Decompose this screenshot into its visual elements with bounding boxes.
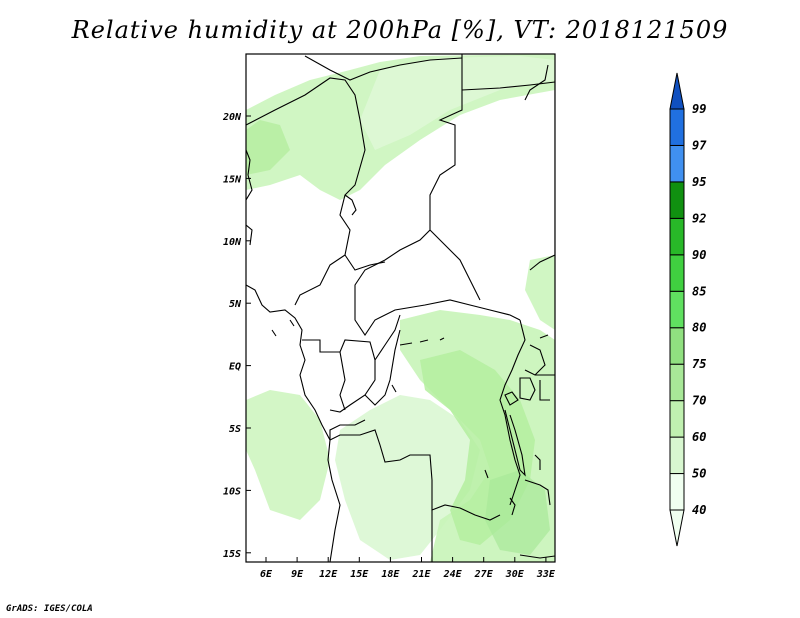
lon-tick-label: 27E [474, 569, 494, 580]
latitude-axis: 20N 15N 10N 5N EQ 5S 10S 15S [222, 112, 251, 560]
lat-tick-label: 15N [223, 174, 242, 185]
colorbar-level-label: 90 [692, 248, 706, 262]
country-borders [246, 54, 555, 562]
map-frame [245, 53, 556, 563]
colorbar-bin [669, 363, 685, 402]
lat-tick-label: 5S [229, 424, 241, 435]
footer-credit: GrADS: IGES/COLA [6, 604, 93, 614]
colorbar-bin [669, 327, 685, 365]
colorbar-bin [669, 473, 685, 511]
lon-tick-label: 9E [291, 569, 304, 580]
colorbar-level-label: 85 [692, 284, 706, 298]
colorbar-level-label: 70 [692, 394, 706, 408]
lat-tick-label: 20N [222, 112, 242, 123]
colorbar-level-label: 60 [692, 430, 706, 444]
lon-tick-label: 24E [443, 569, 463, 580]
colorbar-level-label: 97 [692, 138, 707, 152]
colorbar-bin [669, 290, 685, 329]
colorbar-bin [669, 217, 685, 256]
chart-title: Relative humidity at 200hPa [%], VT: 201… [71, 16, 729, 44]
colorbar-level-label: 50 [692, 467, 706, 481]
colorbar-level-label: 80 [692, 321, 706, 335]
colorbar: 40 50 60 70 75 80 85 90 92 95 97 99 [669, 72, 707, 547]
colorbar-level-label: 75 [692, 357, 706, 371]
colorbar-level-label: 40 [692, 503, 706, 517]
colorbar-bin [669, 254, 685, 292]
colorbar-level-label: 92 [692, 211, 706, 225]
lon-tick-label: 15E [350, 569, 369, 580]
lon-tick-label: 30E [505, 569, 525, 580]
lon-tick-label: 21E [411, 569, 431, 580]
colorbar-upper-arrow [669, 72, 685, 110]
lon-tick-label: 33E [536, 569, 556, 580]
lat-tick-label: 5N [229, 299, 242, 310]
lat-tick-label: EQ [229, 362, 241, 373]
humidity-shading [246, 54, 555, 562]
lon-tick-label: 6E [260, 569, 273, 580]
colorbar-level-label: 99 [692, 102, 706, 116]
colorbar-level-label: 95 [692, 175, 706, 189]
lat-tick-label: 10N [223, 237, 242, 248]
colorbar-bin [669, 436, 685, 475]
lon-tick-label: 12E [319, 569, 338, 580]
longitude-axis: 6E 9E 12E 15E 18E 21E 24E 27E 30E 33E [260, 557, 556, 580]
lat-tick-label: 15S [223, 549, 241, 560]
colorbar-bin [669, 181, 685, 219]
colorbar-bin [669, 108, 685, 146]
colorbar-bin [669, 400, 685, 438]
lon-tick-label: 18E [381, 569, 400, 580]
colorbar-lower-arrow [669, 509, 685, 547]
colorbar-bin [669, 144, 685, 183]
lat-tick-label: 10S [223, 486, 241, 497]
